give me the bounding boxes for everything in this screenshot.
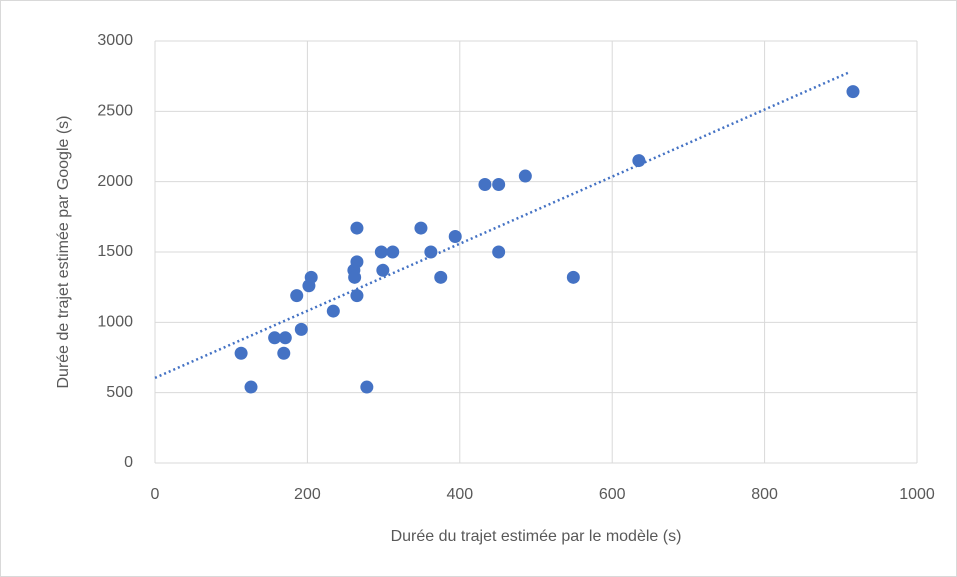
point [566, 270, 580, 284]
y-tick-label: 0 [124, 454, 133, 471]
point [350, 221, 364, 235]
y-tick-label: 500 [106, 384, 133, 401]
point [424, 245, 438, 259]
point [386, 245, 400, 259]
point [326, 304, 340, 318]
point [350, 255, 364, 269]
point [290, 289, 304, 303]
point [478, 177, 492, 191]
y-tick-label: 1000 [97, 314, 133, 331]
y-axis-title: Durée de trajet estimée par Google (s) [55, 115, 72, 388]
y-tick-label: 1500 [97, 243, 133, 260]
x-tick-label: 400 [446, 486, 473, 503]
point [268, 331, 282, 345]
point [360, 380, 374, 394]
point [434, 270, 448, 284]
point [492, 245, 506, 259]
point [277, 346, 291, 360]
point [518, 169, 532, 183]
point [278, 331, 292, 345]
point [350, 289, 364, 303]
point [294, 322, 308, 336]
trendline [154, 71, 849, 380]
y-tick-label: 2000 [97, 173, 133, 190]
point [492, 177, 506, 191]
point [244, 380, 258, 394]
point [448, 230, 462, 244]
y-tick-label: 2500 [97, 103, 133, 120]
point [304, 270, 318, 284]
point [234, 346, 248, 360]
x-tick-label: 0 [151, 486, 160, 503]
point [632, 154, 646, 168]
x-axis-title: Durée du trajet estimée par le modèle (s… [391, 528, 682, 545]
point [348, 270, 362, 284]
x-tick-label: 600 [599, 486, 626, 503]
point [374, 245, 388, 259]
point [414, 221, 428, 235]
x-tick-label: 1000 [899, 486, 935, 503]
x-tick-label: 800 [751, 486, 778, 503]
point [376, 263, 390, 277]
point [846, 85, 860, 99]
y-tick-label: 3000 [97, 32, 133, 49]
x-tick-label: 200 [294, 486, 321, 503]
